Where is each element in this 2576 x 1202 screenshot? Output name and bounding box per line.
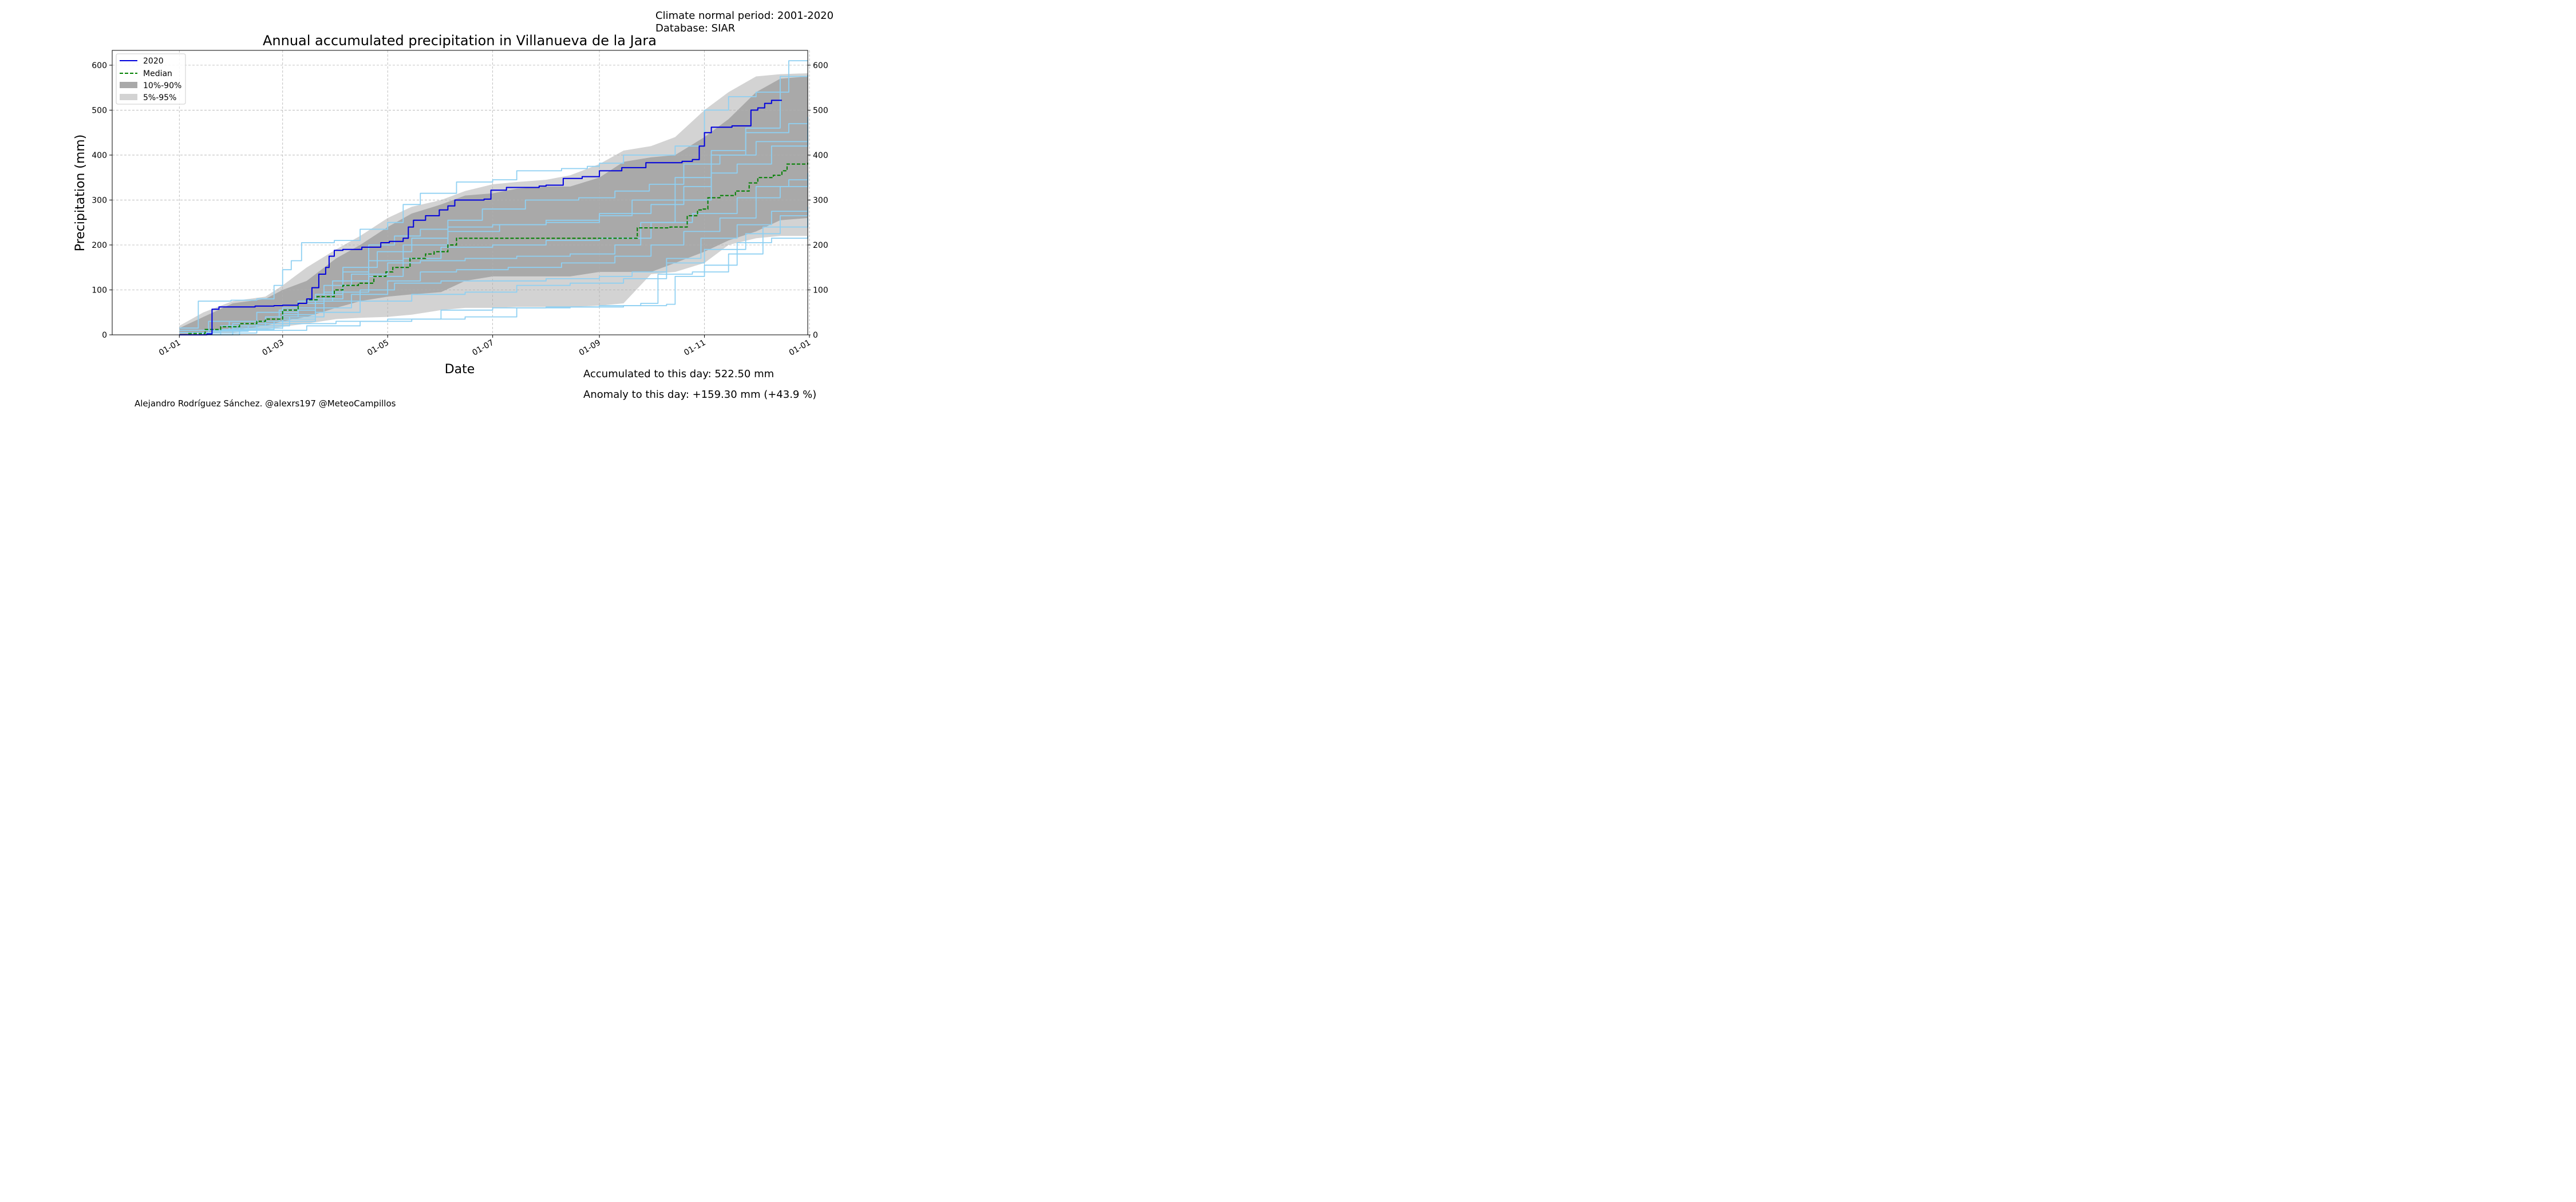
y-tick-label: 200 (92, 241, 107, 250)
y-tick-label-right: 200 (813, 241, 828, 250)
legend-5-95-marker (120, 94, 137, 100)
y-tick-label-right: 600 (813, 61, 828, 70)
x-axis-title: Date (445, 362, 475, 377)
plot-area (112, 50, 810, 335)
y-tick-label: 0 (102, 331, 107, 340)
legend-2020-label: 2020 (143, 57, 164, 66)
median-line (179, 163, 808, 335)
y-axis-ticks: 0 0 100 100 200 200 300 300 400 400 500 500 600 600 (92, 61, 828, 340)
y-tick-label: 600 (92, 61, 107, 70)
chart-title: Annual accumulated precipitation in Vill… (263, 33, 657, 49)
current-year-layer (179, 100, 782, 335)
historical-year-line (179, 211, 808, 335)
precipitation-chart: Climate normal period: 2001-2020 Databas… (0, 0, 897, 418)
legend-10-90-marker (120, 82, 137, 88)
band-layer (179, 73, 808, 335)
legend-median-label: Median (143, 69, 172, 78)
historical-year-line (179, 207, 808, 335)
band-10-90 (179, 76, 808, 335)
y-tick-label: 300 (92, 196, 107, 205)
median-layer (179, 163, 808, 335)
y-tick-label: 400 (92, 151, 107, 160)
plot-frame (112, 50, 808, 335)
historical-year-line (179, 135, 808, 331)
historical-year-line (179, 173, 808, 335)
historical-year-line (179, 218, 808, 335)
current-year-line (179, 100, 782, 335)
y-tick-label-right: 300 (813, 196, 828, 205)
legend: 2020 Median 10%-90% 5%-95% (116, 53, 186, 105)
y-tick-label: 500 (92, 106, 107, 115)
normal-period-note: Climate normal period: 2001-2020 (655, 10, 833, 22)
y-tick-label-right: 400 (813, 151, 828, 160)
legend-5-95-label: 5%-95% (143, 93, 176, 102)
legend-box (116, 53, 186, 105)
author-credit: Alejandro Rodríguez Sánchez. @alexrs197 … (135, 398, 396, 409)
y-tick-label-right: 500 (813, 106, 828, 115)
y-axis-title: Precipitation (mm) (73, 135, 88, 252)
legend-10-90-label: 10%-90% (143, 81, 181, 90)
database-note: Database: SIAR (655, 22, 735, 34)
historical-year-line (179, 236, 808, 335)
accumulated-annotation: Accumulated to this day: 522.50 mm (583, 368, 774, 380)
y-tick-label-right: 0 (813, 331, 818, 340)
anomaly-annotation: Anomaly to this day: +159.30 mm (+43.9 %… (583, 389, 816, 401)
y-tick-label: 100 (92, 286, 107, 295)
y-tick-label-right: 100 (813, 286, 828, 295)
